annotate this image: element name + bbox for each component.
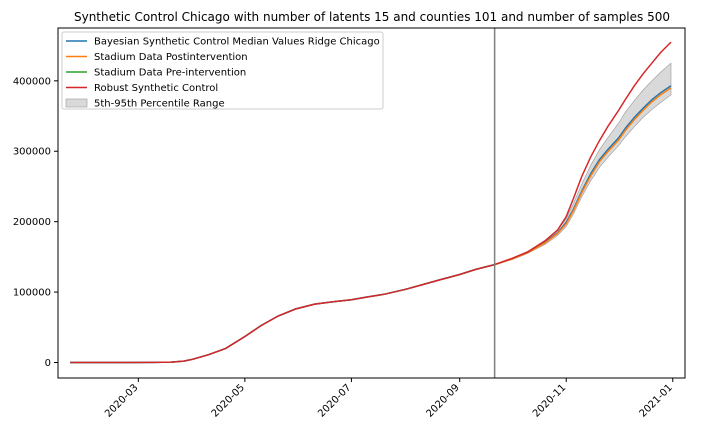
percentile-band: [494, 62, 672, 265]
x-tick-label: 2020-07: [316, 382, 353, 419]
x-tick-label: 2021-01: [638, 382, 675, 419]
legend-label-post: Stadium Data Postintervention: [94, 52, 248, 63]
legend-label-bayesian: Bayesian Synthetic Control Median Values…: [94, 37, 380, 48]
series-layer: [70, 28, 672, 378]
legend-swatch-band: [65, 98, 88, 108]
legend-label-robust: Robust Synthetic Control: [94, 83, 218, 94]
chart-title: Synthetic Control Chicago with number of…: [74, 10, 670, 24]
y-tick-label: 0: [45, 358, 51, 369]
y-tick-label: 200000: [13, 217, 51, 228]
legend: Bayesian Synthetic Control Median Values…: [61, 31, 384, 110]
legend-label-pre: Stadium Data Pre-intervention: [94, 68, 246, 79]
y-tick-label: 400000: [13, 76, 51, 87]
series-line-robust: [494, 41, 672, 266]
y-tick-label: 300000: [13, 147, 51, 158]
legend-label-band: 5th-95th Percentile Range: [94, 99, 225, 110]
x-tick-label: 2020-11: [531, 382, 568, 419]
x-tick-label: 2020-03: [103, 382, 140, 419]
y-tick-label: 100000: [13, 288, 51, 299]
series-line-robust-pre: [70, 263, 495, 364]
series-line-postintervention: [494, 87, 672, 266]
x-tick-label: 2020-09: [424, 382, 461, 419]
legend-box: [61, 31, 384, 110]
x-tick-label: 2020-05: [210, 382, 247, 419]
plot-frame: [57, 27, 686, 379]
